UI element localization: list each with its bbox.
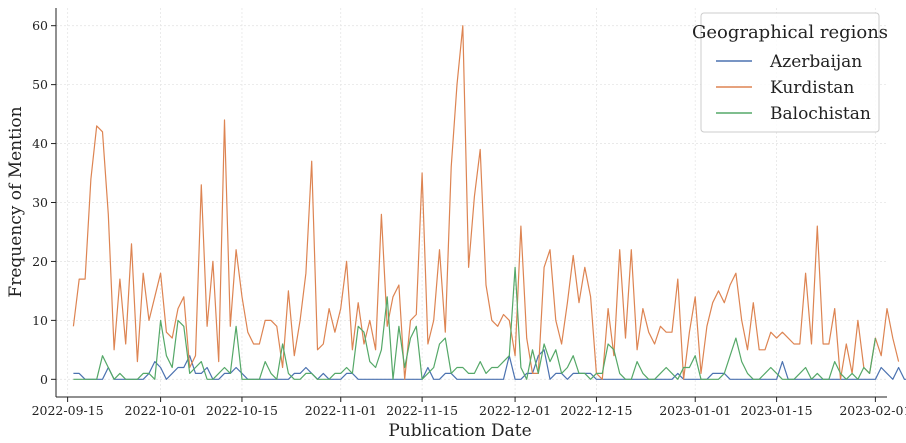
y-tick-label: 20 — [32, 254, 48, 269]
x-ticks: 2022-09-15 2022-10-01 2022-10-15 2022-11-01… — [32, 397, 906, 418]
y-tick-label: 10 — [32, 313, 48, 328]
legend-items: Azerbaijan Kurdistan Balochistan — [716, 52, 871, 124]
x-tick-label: 2022-10-15 — [206, 403, 278, 418]
x-tick-label: 2023-02-01 — [839, 403, 906, 418]
legend-title: Geographical regions — [692, 22, 888, 43]
x-tick-label: 2022-09-15 — [32, 403, 104, 418]
legend-label: Balochistan — [770, 104, 871, 124]
x-tick-label: 2022-11-15 — [386, 403, 458, 418]
y-tick-label: 60 — [32, 18, 48, 33]
y-tick-label: 0 — [40, 372, 48, 387]
x-tick-label: 2022-12-15 — [560, 403, 632, 418]
series-line-azerbaijan — [73, 349, 906, 380]
x-tick-label: 2022-10-01 — [125, 403, 197, 418]
x-axis-label: Publication Date — [388, 421, 531, 441]
y-axis-label: Frequency of Mention — [6, 106, 26, 297]
y-tick-label: 30 — [32, 195, 48, 210]
legend-label: Azerbaijan — [769, 52, 862, 72]
legend: Geographical regions Azerbaijan Kurdistan… — [692, 12, 888, 133]
y-ticks: 0 10 20 30 40 50 60 — [32, 18, 56, 387]
legend-box — [700, 12, 880, 133]
x-tick-label: 2022-12-01 — [479, 403, 551, 418]
y-tick-label: 40 — [32, 136, 48, 151]
legend-label: Kurdistan — [770, 78, 854, 98]
series-line-kurdistan — [72, 25, 900, 380]
x-tick-label: 2023-01-01 — [659, 403, 731, 418]
series-line-balochistan — [73, 266, 876, 380]
x-tick-label: 2023-01-15 — [741, 403, 813, 418]
y-tick-label: 50 — [32, 77, 48, 92]
series-lines — [72, 25, 906, 380]
x-tick-label: 2022-11-01 — [305, 403, 377, 418]
